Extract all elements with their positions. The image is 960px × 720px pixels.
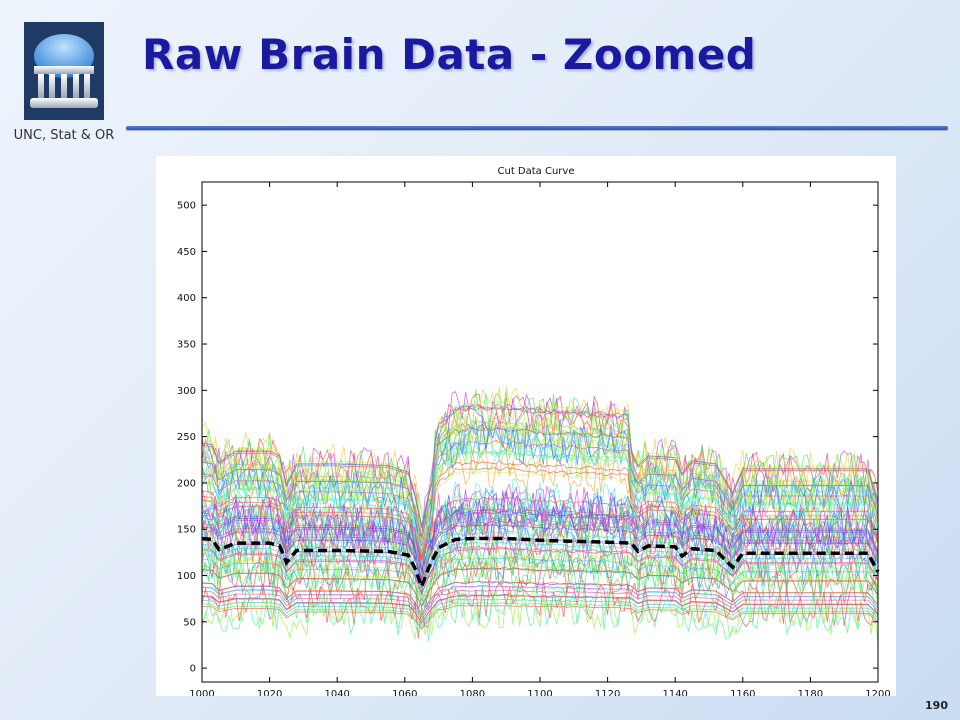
raw-data-curve <box>201 496 879 565</box>
raw-data-curve <box>201 598 879 627</box>
y-tick-label: 500 <box>177 201 196 212</box>
raw-data-curve <box>201 450 879 552</box>
slide-title: Raw Brain Data - Zoomed <box>142 30 757 79</box>
x-tick-label: 1100 <box>527 689 552 696</box>
raw-data-curve <box>201 515 879 584</box>
x-tick-label: 1000 <box>189 689 214 696</box>
raw-data-curve <box>201 567 879 608</box>
raw-data-curve <box>201 460 879 559</box>
y-tick-label: 200 <box>177 478 196 489</box>
x-tick-label: 1040 <box>324 689 349 696</box>
chart-panel: Cut Data Curve 1000 1020 1040 1060 1080 1100 1… <box>156 156 896 700</box>
chart-title: Cut Data Curve <box>498 166 575 177</box>
raw-data-curve <box>201 581 879 616</box>
raw-data-curve <box>201 506 879 577</box>
raw-data-curve <box>201 589 879 621</box>
x-tick-label: 1120 <box>595 689 620 696</box>
raw-data-curve <box>201 389 879 527</box>
data-curves <box>201 385 879 645</box>
raw-data-curve <box>201 416 879 547</box>
raw-data-curve <box>201 509 879 572</box>
raw-data-curve <box>201 577 879 639</box>
x-tick-label: 1160 <box>730 689 755 696</box>
raw-data-curve <box>201 385 879 545</box>
raw-data-curve <box>201 487 879 575</box>
x-tick-label: 1080 <box>460 689 485 696</box>
x-tick-label: 1060 <box>392 689 417 696</box>
old-well-icon <box>30 34 98 108</box>
raw-data-curve <box>201 422 879 538</box>
raw-data-curve <box>201 550 879 615</box>
raw-data-curve <box>201 479 879 573</box>
raw-data-curve <box>201 554 879 600</box>
raw-data-curve <box>201 535 879 602</box>
title-underline <box>126 126 948 130</box>
cut-data-curve-chart: Cut Data Curve 1000 1020 1040 1060 1080 1100 1… <box>177 166 891 700</box>
raw-data-curve <box>201 466 879 562</box>
raw-data-curve <box>201 538 879 610</box>
raw-data-curve <box>201 470 879 564</box>
org-label: UNC, Stat & OR <box>13 128 115 143</box>
x-tick-label: 1200 <box>865 689 890 696</box>
y-tick-label: 250 <box>177 432 196 443</box>
raw-data-curve <box>201 593 879 624</box>
raw-data-curve <box>201 586 879 642</box>
y-axis-ticks: 0 50 100 150 200 250 300 350 400 450 500 <box>177 201 878 675</box>
raw-data-curve <box>201 580 879 616</box>
x-tick-label: 1140 <box>662 689 687 696</box>
raw-data-curve <box>201 426 879 539</box>
y-tick-label: 150 <box>177 525 196 536</box>
y-tick-label: 0 <box>190 664 196 675</box>
y-tick-label: 100 <box>177 571 196 582</box>
raw-data-curve <box>201 483 879 572</box>
y-tick-label: 400 <box>177 293 196 304</box>
raw-data-curve <box>201 564 879 606</box>
raw-data-curve <box>201 541 879 592</box>
y-tick-label: 450 <box>177 247 196 258</box>
raw-data-curve <box>201 546 879 595</box>
x-tick-label: 1180 <box>798 689 823 696</box>
x-tick-label: 1020 <box>257 689 282 696</box>
raw-data-curve <box>201 408 879 539</box>
raw-data-curve <box>201 486 879 564</box>
raw-data-curve <box>201 502 879 594</box>
raw-data-curve <box>201 404 879 527</box>
raw-data-curve <box>201 585 879 619</box>
old-well-logo <box>24 22 104 120</box>
raw-data-curve <box>201 585 879 618</box>
y-tick-label: 300 <box>177 386 196 397</box>
raw-data-curve <box>201 406 879 529</box>
x-axis-ticks: 1000 1020 1040 1060 1080 1100 1120 1140 1160 1180… <box>189 182 891 700</box>
page-number: 190 <box>925 699 948 712</box>
y-tick-label: 350 <box>177 340 196 351</box>
y-tick-label: 50 <box>183 617 196 628</box>
raw-data-curve <box>201 409 879 558</box>
